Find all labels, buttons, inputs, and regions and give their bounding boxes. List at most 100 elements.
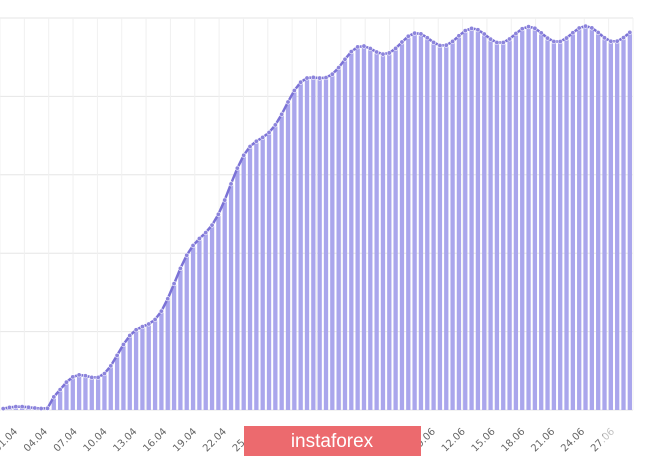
data-point [355,44,361,50]
bar [513,33,519,411]
bar [355,46,360,410]
data-point [576,25,582,31]
bar [526,26,531,410]
data-point [158,308,164,314]
bar [393,48,398,410]
data-point [405,33,411,39]
x-tick-label: 01.04 [0,426,20,454]
trend-line [2,24,631,410]
data-point [190,242,196,248]
bar [602,37,607,410]
bar [159,311,164,410]
data-point [184,252,190,258]
bar [190,245,196,410]
bar [482,34,487,410]
bar [621,37,626,410]
bar [627,32,632,410]
bar [311,77,316,411]
bar [171,283,177,410]
data-point [443,42,449,48]
bar [108,365,113,410]
data-point [431,39,437,45]
bar [608,41,613,411]
data-point [488,36,494,42]
bar [83,375,88,410]
data-point [348,49,354,55]
data-point [589,25,595,31]
data-point [399,39,405,45]
bar [425,37,430,410]
bar [209,225,215,410]
data-point [234,165,240,171]
data-point [203,230,209,236]
data-point [291,88,297,94]
data-point [279,111,285,117]
data-point [171,281,177,287]
data-point [374,49,380,55]
data-point [228,181,234,187]
data-point [146,321,152,327]
bar [336,67,341,410]
data-point [260,134,266,140]
bar [266,132,272,410]
bar [323,77,329,410]
bar [330,74,335,410]
x-tick-label: 22.04 [201,426,229,454]
bar [551,41,557,410]
data-point [139,324,145,330]
bar [615,41,620,410]
data-point [557,39,563,45]
bar [273,124,278,410]
bar [292,90,297,410]
x-tick-label: 04.04 [22,426,50,454]
data-point [209,222,215,228]
data-point [583,23,589,29]
data-point [323,75,329,81]
data-point [494,40,500,46]
bar [342,59,348,410]
bar [228,183,234,410]
bar [564,38,569,410]
data-point [545,35,551,41]
data-point [82,373,88,379]
data-point [424,35,430,41]
bar [247,146,253,410]
data-point [76,372,82,378]
data-point [342,56,348,62]
bar [121,344,126,410]
data-point [19,404,25,410]
data-point [329,71,335,77]
data-point [551,39,557,45]
x-tick-label: 21.06 [529,426,557,454]
data-point [532,25,538,31]
data-point [101,371,107,377]
bar [399,42,405,410]
data-point [361,43,367,49]
data-point [51,394,57,400]
bar [285,101,291,410]
data-point [247,144,253,150]
line-points [0,23,633,412]
data-point [526,24,532,30]
data-point [298,79,304,85]
bar [203,232,208,410]
bar [380,54,386,410]
data-point [475,27,481,33]
data-point [63,379,69,385]
bar [178,268,183,410]
bar [444,45,449,410]
data-point [450,38,456,44]
bar [520,28,525,410]
bar [304,78,310,410]
data-point [108,363,114,369]
data-point [285,99,291,105]
data-point [165,296,171,302]
bar [76,374,82,410]
data-point [513,31,519,37]
bar [577,28,582,410]
bar [596,32,601,410]
bar [570,32,576,410]
bar [95,377,101,410]
